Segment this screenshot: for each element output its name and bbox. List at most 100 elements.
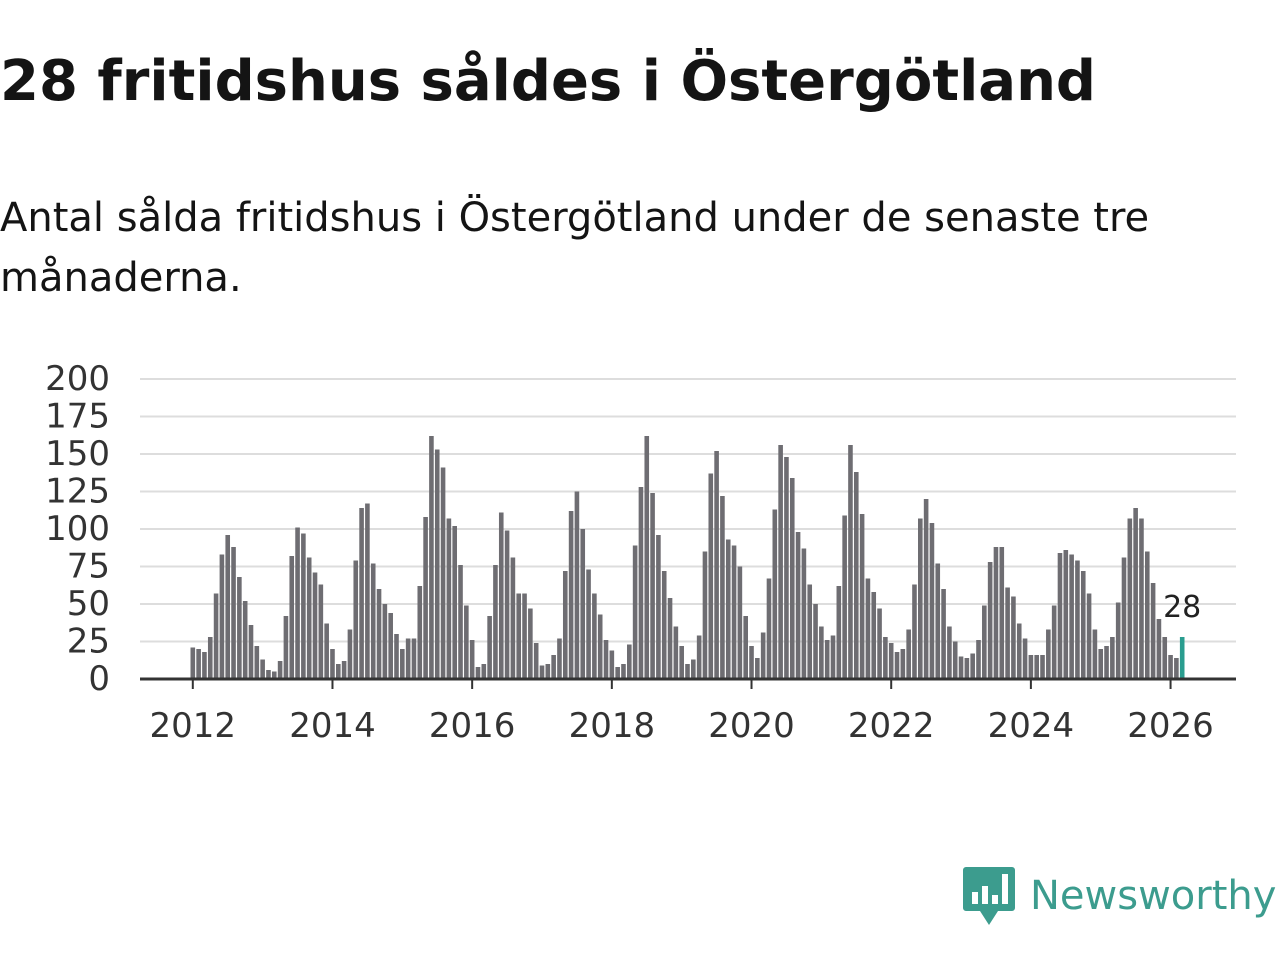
bar <box>1127 518 1133 679</box>
bar <box>987 562 993 679</box>
bar <box>260 659 265 679</box>
bar <box>772 509 778 679</box>
bar <box>912 584 917 679</box>
bar <box>725 539 731 679</box>
bar <box>469 640 475 679</box>
bar <box>504 530 510 679</box>
bar <box>935 563 941 679</box>
bar <box>522 593 527 679</box>
bar <box>1005 587 1010 679</box>
chart-title: 28 fritidshus såldes i Östergötland <box>0 49 1097 114</box>
bar <box>1121 557 1127 679</box>
bar <box>970 653 975 679</box>
bar <box>1110 637 1115 679</box>
bar <box>929 523 935 679</box>
bar <box>644 436 650 679</box>
bar <box>1075 560 1080 679</box>
x-tick-label: 2012 <box>150 706 237 746</box>
y-tick-label: 0 <box>88 659 110 699</box>
bar <box>452 526 457 679</box>
bar <box>894 652 900 679</box>
bar <box>1086 593 1092 679</box>
bar <box>1057 553 1063 679</box>
bar <box>411 638 417 679</box>
bar <box>568 511 574 679</box>
bar <box>580 529 586 679</box>
bar <box>405 638 411 679</box>
bar <box>254 646 260 679</box>
bar <box>906 629 911 679</box>
bar <box>347 629 353 679</box>
bar <box>1144 551 1150 679</box>
bar <box>202 652 207 679</box>
x-tick-label: 2022 <box>848 706 935 746</box>
bar <box>778 445 783 679</box>
bar <box>289 556 295 679</box>
bar <box>789 478 795 679</box>
bar <box>242 601 248 679</box>
bar <box>271 671 277 679</box>
bar <box>691 659 696 679</box>
bar <box>743 616 748 679</box>
bar <box>708 473 714 679</box>
bar <box>755 658 760 679</box>
bar <box>1156 619 1162 679</box>
bar <box>487 616 492 679</box>
bar <box>324 623 329 679</box>
bar <box>627 644 632 679</box>
bar <box>539 665 545 679</box>
bar <box>679 646 684 679</box>
bar <box>883 637 888 679</box>
bar <box>498 512 504 679</box>
bar <box>999 547 1005 679</box>
y-tick-label: 175 <box>45 397 110 437</box>
bar <box>458 565 463 679</box>
bar <box>918 518 923 679</box>
bar <box>632 545 638 679</box>
bar <box>353 560 359 679</box>
bar <box>720 496 725 679</box>
bar <box>586 569 591 679</box>
bar <box>231 547 236 679</box>
bar <box>952 641 958 679</box>
bar <box>557 638 562 679</box>
bar <box>306 557 312 679</box>
newsworthy-logo-icon <box>963 867 1015 925</box>
bar <box>574 491 580 679</box>
bar <box>807 584 813 679</box>
bar <box>941 589 946 679</box>
x-tick-label: 2020 <box>708 706 795 746</box>
bar <box>801 548 807 679</box>
bar <box>219 554 225 679</box>
bar <box>213 593 219 679</box>
y-tick-label: 100 <box>45 509 110 549</box>
bar <box>336 664 341 679</box>
brand-logo: Newsworthy <box>962 864 1276 928</box>
chart-bars <box>190 436 1185 679</box>
bar <box>1022 638 1028 679</box>
bar <box>365 503 370 679</box>
bar <box>1150 583 1156 679</box>
bar <box>516 593 522 679</box>
bar <box>423 517 428 679</box>
bar <box>196 649 201 679</box>
bar <box>341 661 347 679</box>
y-tick-label: 75 <box>67 547 110 587</box>
bar <box>562 571 568 679</box>
bar <box>533 643 539 679</box>
y-tick-label: 25 <box>67 622 110 662</box>
bar <box>190 647 196 679</box>
bar <box>766 578 772 679</box>
bar <box>784 457 789 679</box>
x-tick-label: 2026 <box>1127 706 1214 746</box>
bar <box>481 664 487 679</box>
bar <box>667 598 673 679</box>
bar <box>842 515 847 679</box>
bar <box>318 584 324 679</box>
bar <box>760 632 766 679</box>
bar <box>545 664 551 679</box>
bar <box>1069 554 1074 679</box>
bar <box>615 667 620 679</box>
bar <box>714 451 719 679</box>
